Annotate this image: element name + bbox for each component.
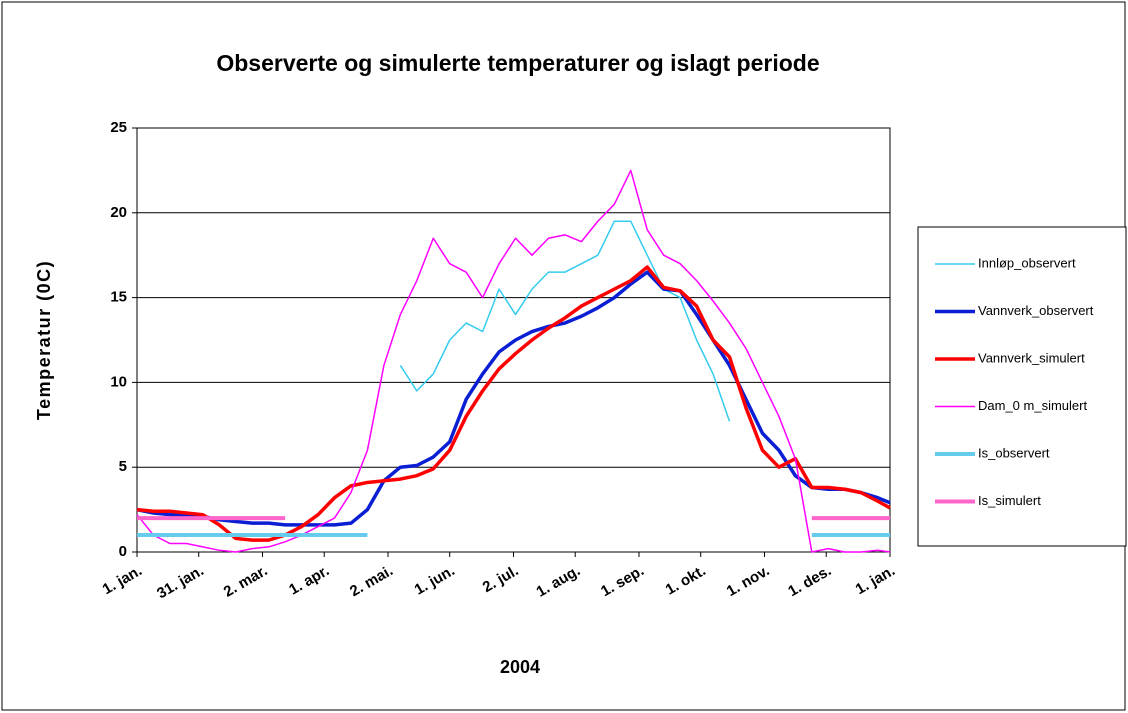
series-line bbox=[136, 265, 891, 542]
y-tick-label: 25 bbox=[110, 119, 127, 136]
series-line bbox=[399, 220, 731, 422]
legend-label: Is_simulert bbox=[978, 493, 1041, 508]
legend-label: Is_observert bbox=[978, 445, 1050, 460]
y-tick-label: 0 bbox=[119, 543, 127, 560]
y-axis-label: Temperatur (0C) bbox=[34, 260, 54, 420]
legend-box bbox=[917, 226, 1127, 547]
legend-label: Vannverk_observert bbox=[978, 303, 1094, 318]
y-tick-label: 20 bbox=[110, 204, 127, 221]
series-line bbox=[136, 270, 891, 527]
y-tick-label: 15 bbox=[110, 289, 127, 306]
series-line bbox=[136, 169, 891, 553]
legend-label: Dam_0 m_simulert bbox=[978, 398, 1087, 413]
y-tick-label: 10 bbox=[110, 373, 127, 390]
chart-title: Observerte og simulerte temperaturer og … bbox=[216, 50, 819, 76]
legend-label: Innløp_observert bbox=[978, 255, 1076, 270]
legend-label: Vannverk_simulert bbox=[978, 350, 1085, 365]
x-axis-label: 2004 bbox=[500, 657, 540, 677]
y-tick-label: 5 bbox=[119, 458, 127, 475]
